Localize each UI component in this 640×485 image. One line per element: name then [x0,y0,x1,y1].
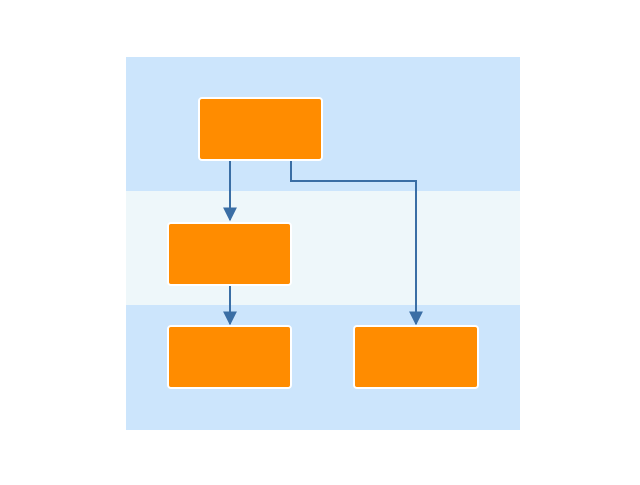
node-middle-left[interactable] [167,222,292,286]
node-bottom-right[interactable] [353,325,479,389]
node-bottom-left[interactable] [167,325,292,389]
edge-top-to-bottom-right [290,160,423,326]
node-top[interactable] [198,97,323,161]
